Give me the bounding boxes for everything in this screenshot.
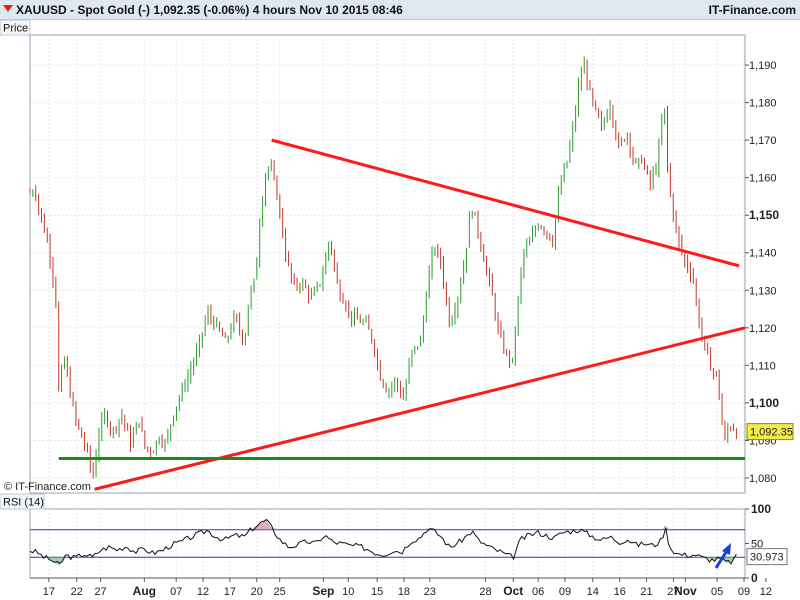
x-tick-label: 27 — [94, 586, 106, 598]
y-tick-label: 1,140 — [749, 248, 777, 260]
y-tick-label: 1,150 — [749, 208, 779, 222]
blue-arrow-annotation — [714, 543, 731, 569]
x-tick-label: 05 — [711, 586, 723, 598]
red-trendline — [271, 138, 740, 268]
y-tick-label: 1,180 — [749, 98, 777, 110]
x-tick-label: 12 — [197, 586, 209, 598]
last-price-label: 1,092.35 — [750, 427, 793, 439]
rsi-panel-label: RSI (14) — [3, 497, 44, 509]
price-chart[interactable]: 17 22 27 Aug 07 12 17 20 25 Sep 10 15 18 23 28 Oct 06 09 1… — [0, 20, 800, 600]
candles — [29, 56, 737, 479]
x-tick-label: 23 — [424, 586, 436, 598]
rsi-tick-label: 0 — [751, 571, 758, 585]
y-tick-label: 1,130 — [749, 285, 777, 297]
rsi-tick-label: 100 — [751, 502, 771, 516]
rsi-tick-label: 50 — [751, 539, 763, 551]
x-tick-label: 09 — [559, 586, 571, 598]
x-tick-label: Nov — [674, 584, 697, 598]
x-tick-label: 15 — [371, 586, 383, 598]
x-tick-label: Sep — [312, 584, 334, 598]
x-tick-label: 14 — [587, 586, 599, 598]
down-arrow-icon — [3, 5, 13, 12]
last-rsi-label: 30.973 — [750, 552, 784, 564]
y-tick-label: 1,160 — [749, 173, 777, 185]
red-trendline — [94, 326, 746, 491]
x-tick-label: 27 — [667, 586, 679, 598]
x-tick-label: 16 — [614, 586, 626, 598]
y-tick-label: 1,100 — [749, 396, 779, 410]
rsi-panel — [29, 518, 745, 566]
x-tick-label: Aug — [133, 584, 156, 598]
y-tick-label: 1,190 — [749, 60, 777, 72]
y-tick-label: 1,120 — [749, 323, 777, 335]
x-tick-label: 17 — [43, 586, 55, 598]
x-tick-label: Oct — [503, 584, 523, 598]
price-frame — [29, 34, 746, 494]
x-tick-label: 07 — [170, 586, 182, 598]
y-tick-label: 1,170 — [749, 135, 777, 147]
chart-header: XAUUSD - Spot Gold (-) 1,092.35 (-0.06%)… — [0, 0, 800, 20]
x-tick-label: 20 — [251, 586, 263, 598]
x-tick-label: 22 — [71, 586, 83, 598]
x-tick-label: 12 — [760, 586, 772, 598]
y-tick-label: 1,080 — [749, 473, 777, 485]
x-tick-label: 09 — [738, 586, 750, 598]
x-tick-label: 25 — [274, 586, 286, 598]
chart-title: XAUUSD - Spot Gold (-) 1,092.35 (-0.06%)… — [16, 3, 403, 17]
trendlines — [58, 138, 746, 491]
brand-label: IT-Finance.com — [708, 3, 796, 17]
x-tick-label: 10 — [342, 586, 354, 598]
x-tick-label: 18 — [398, 586, 410, 598]
rsi-line — [29, 518, 737, 565]
x-tick-label: 21 — [640, 586, 652, 598]
price-panel-label: Price — [3, 23, 28, 35]
watermark: © IT-Finance.com — [4, 481, 91, 493]
x-tick-label: 17 — [224, 586, 236, 598]
axes: 17 22 27 Aug 07 12 17 20 25 Sep 10 15 18 23 28 Oct 06 09 1… — [30, 60, 779, 598]
x-tick-label: 06 — [532, 586, 544, 598]
y-tick-label: 1,110 — [749, 360, 776, 372]
x-tick-label: 28 — [479, 586, 491, 598]
